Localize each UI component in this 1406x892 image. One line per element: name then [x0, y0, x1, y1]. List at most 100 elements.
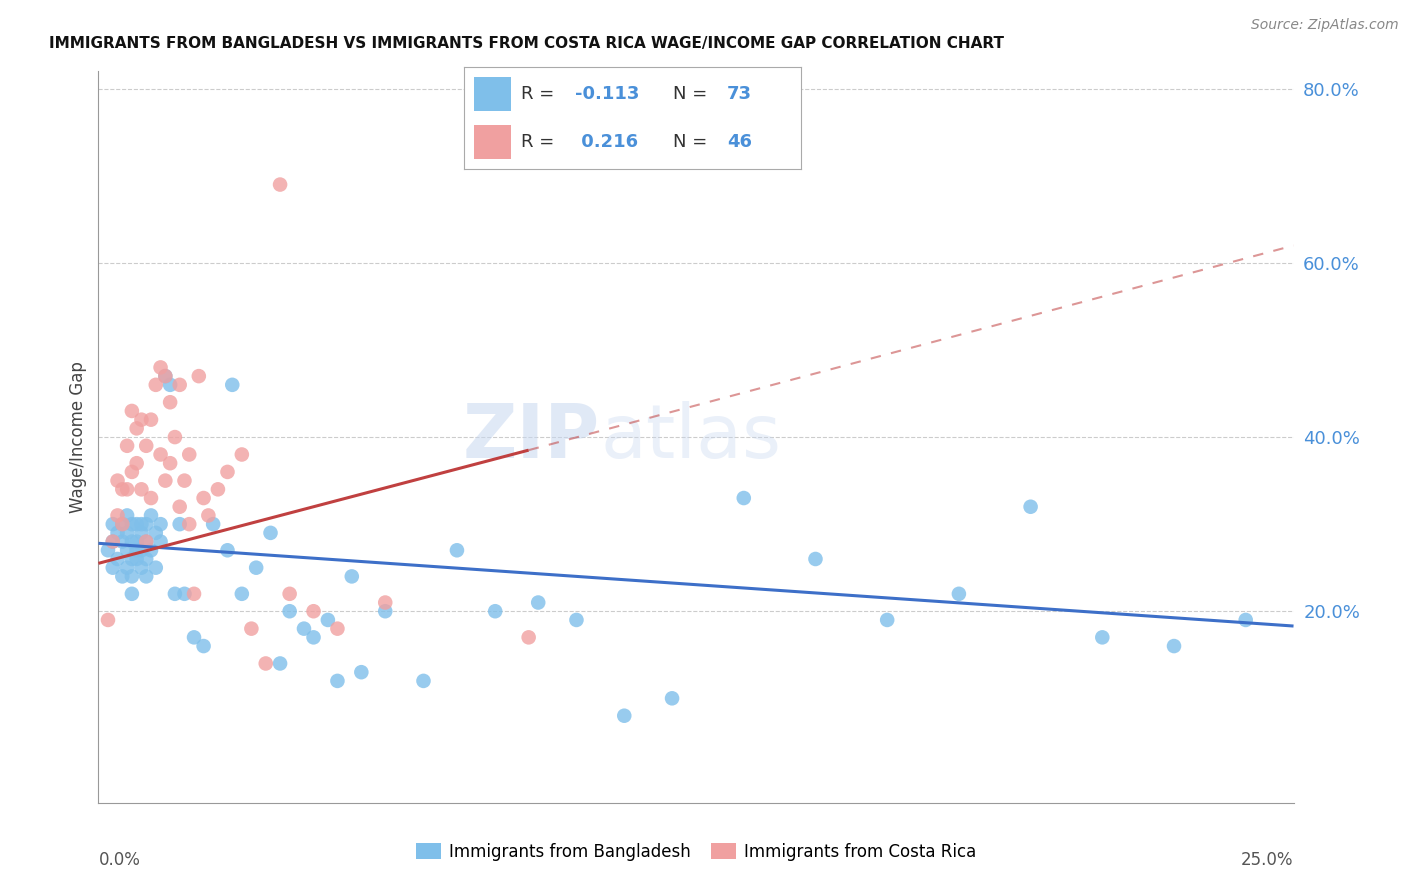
- Point: [135, 517, 157, 532]
- Point: [159, 395, 181, 409]
- Point: [121, 404, 143, 418]
- Point: [135, 552, 157, 566]
- Point: [565, 613, 588, 627]
- Point: [149, 448, 172, 462]
- Point: [115, 508, 138, 523]
- Point: [125, 534, 148, 549]
- Text: atlas: atlas: [600, 401, 782, 474]
- Point: [254, 657, 277, 671]
- FancyBboxPatch shape: [474, 78, 512, 111]
- Point: [1019, 500, 1042, 514]
- Point: [179, 448, 201, 462]
- Text: N =: N =: [673, 85, 713, 103]
- Point: [169, 517, 191, 532]
- Point: [1091, 631, 1114, 645]
- Point: [217, 465, 239, 479]
- Point: [135, 534, 157, 549]
- Point: [269, 178, 291, 192]
- Point: [97, 543, 120, 558]
- Text: 0.216: 0.216: [575, 133, 638, 152]
- Point: [121, 569, 143, 583]
- Point: [1163, 639, 1185, 653]
- Point: [131, 517, 153, 532]
- Point: [97, 613, 120, 627]
- Point: [101, 517, 124, 532]
- Point: [326, 622, 349, 636]
- Point: [107, 474, 129, 488]
- Point: [278, 604, 301, 618]
- Point: [446, 543, 468, 558]
- Point: [217, 543, 239, 558]
- Point: [302, 604, 325, 618]
- Point: [316, 613, 339, 627]
- Point: [173, 474, 195, 488]
- Point: [340, 569, 363, 583]
- Point: [135, 569, 157, 583]
- Point: [259, 525, 281, 540]
- Text: N =: N =: [673, 133, 713, 152]
- Point: [131, 412, 153, 426]
- Point: [139, 412, 162, 426]
- Point: [107, 525, 129, 540]
- Point: [139, 491, 162, 505]
- Point: [527, 595, 550, 609]
- Point: [125, 543, 148, 558]
- Point: [187, 369, 209, 384]
- Point: [111, 569, 134, 583]
- Point: [948, 587, 970, 601]
- Point: [101, 534, 124, 549]
- Point: [121, 587, 143, 601]
- Point: [183, 631, 205, 645]
- Point: [412, 673, 434, 688]
- Point: [193, 639, 215, 653]
- Point: [350, 665, 373, 680]
- Point: [125, 517, 148, 532]
- Point: [145, 377, 167, 392]
- Point: [155, 474, 177, 488]
- Point: [111, 483, 134, 497]
- Point: [107, 508, 129, 523]
- Point: [101, 534, 124, 549]
- FancyBboxPatch shape: [474, 126, 512, 159]
- Point: [135, 534, 157, 549]
- Point: [121, 517, 143, 532]
- Point: [1234, 613, 1257, 627]
- Point: [111, 534, 134, 549]
- Text: ZIP: ZIP: [463, 401, 600, 474]
- Text: 46: 46: [727, 133, 752, 152]
- Point: [149, 360, 172, 375]
- Point: [155, 369, 177, 384]
- Point: [231, 448, 253, 462]
- Point: [804, 552, 827, 566]
- Point: [326, 673, 349, 688]
- Point: [231, 587, 253, 601]
- Text: 0.0%: 0.0%: [98, 851, 141, 869]
- Point: [111, 517, 134, 532]
- Point: [613, 708, 636, 723]
- Point: [221, 377, 243, 392]
- Point: [131, 543, 153, 558]
- Point: [179, 517, 201, 532]
- Point: [115, 483, 138, 497]
- Point: [145, 560, 167, 574]
- Point: [131, 483, 153, 497]
- Y-axis label: Wage/Income Gap: Wage/Income Gap: [69, 361, 87, 513]
- Point: [125, 456, 148, 470]
- Point: [163, 430, 186, 444]
- Point: [193, 491, 215, 505]
- Point: [131, 525, 153, 540]
- Point: [183, 587, 205, 601]
- Point: [292, 622, 315, 636]
- Point: [111, 517, 134, 532]
- Point: [121, 552, 143, 566]
- Point: [121, 534, 143, 549]
- Legend: Immigrants from Bangladesh, Immigrants from Costa Rica: Immigrants from Bangladesh, Immigrants f…: [409, 837, 983, 868]
- Point: [131, 560, 153, 574]
- Point: [269, 657, 291, 671]
- Text: -0.113: -0.113: [575, 85, 640, 103]
- Point: [139, 508, 162, 523]
- Text: R =: R =: [522, 133, 561, 152]
- Point: [197, 508, 219, 523]
- Point: [169, 500, 191, 514]
- Text: IMMIGRANTS FROM BANGLADESH VS IMMIGRANTS FROM COSTA RICA WAGE/INCOME GAP CORRELA: IMMIGRANTS FROM BANGLADESH VS IMMIGRANTS…: [49, 36, 1004, 51]
